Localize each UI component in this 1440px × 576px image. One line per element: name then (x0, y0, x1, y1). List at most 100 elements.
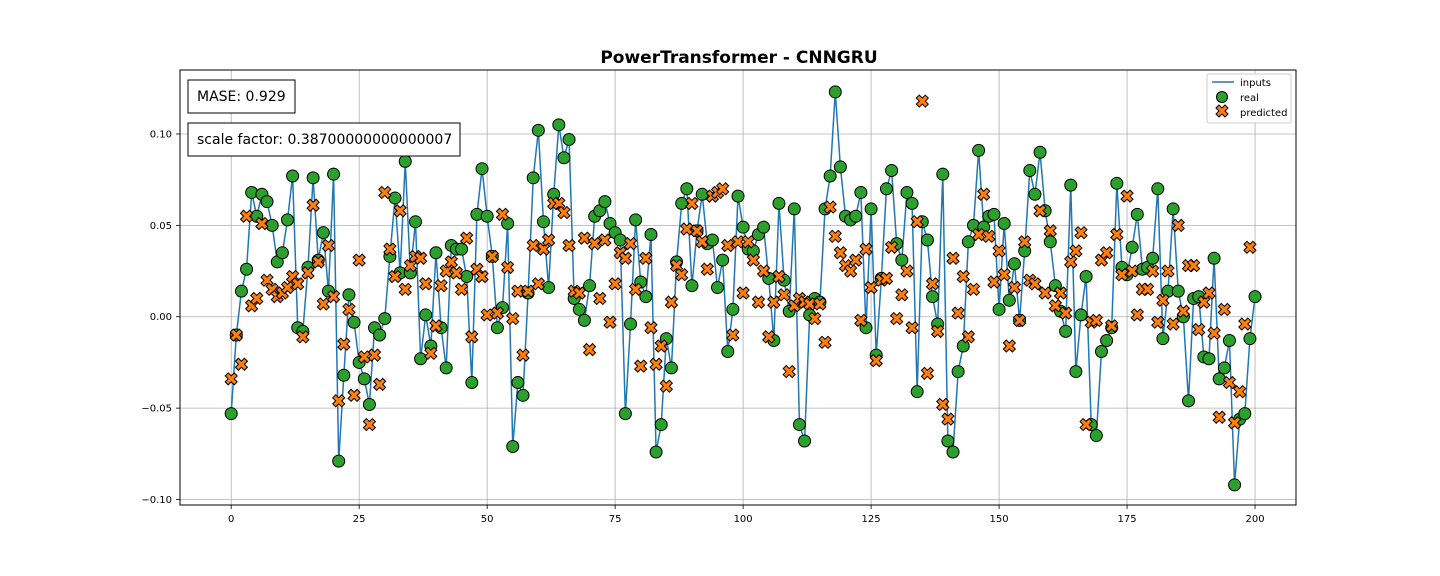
predicted-point (1043, 224, 1057, 238)
real-point (516, 388, 530, 402)
predicted-point (378, 185, 392, 200)
predicted-point (383, 242, 397, 256)
x-tick-label: 175 (1118, 514, 1137, 525)
predicted-point (1058, 306, 1073, 320)
legend-label-inputs: inputs (1240, 78, 1271, 89)
predicted-point (516, 348, 530, 362)
predicted-point (685, 196, 699, 211)
real-point (337, 368, 351, 382)
real-point (787, 202, 801, 216)
predicted-point (1217, 302, 1232, 317)
real-point (234, 284, 248, 298)
real-point (480, 209, 494, 223)
predicted-point (966, 282, 981, 297)
real-point (475, 162, 489, 176)
predicted-point (849, 253, 863, 267)
predicted-point (1053, 286, 1068, 300)
real-point (1146, 251, 1160, 265)
real-point (577, 313, 591, 327)
real-point (1202, 352, 1216, 366)
predicted-point (485, 249, 499, 264)
predicted-point (777, 288, 791, 302)
real-point (1228, 478, 1242, 492)
real-point (972, 143, 986, 157)
predicted-point (331, 394, 346, 408)
real-point (664, 361, 678, 375)
real-point (362, 397, 376, 411)
predicted-point (1038, 286, 1052, 300)
predicted-point (1202, 286, 1216, 300)
predicted-point (454, 282, 469, 297)
predicted-point (925, 277, 940, 291)
real-point (306, 171, 320, 185)
predicted-point (1074, 225, 1088, 240)
predicted-point (393, 204, 407, 218)
predicted-point (736, 286, 750, 300)
predicted-series (224, 94, 1257, 432)
real-point (926, 290, 940, 304)
predicted-point (1161, 264, 1175, 278)
real-point (455, 242, 469, 256)
predicted-point (1212, 410, 1226, 424)
real-point (726, 302, 740, 316)
predicted-point (1176, 304, 1191, 318)
predicted-point (1033, 204, 1047, 218)
predicted-point (1017, 235, 1032, 249)
predicted-point (372, 377, 387, 392)
predicted-point (930, 324, 945, 339)
x-tick-label: 150 (990, 514, 1009, 525)
x-tick-label: 200 (1245, 514, 1264, 525)
predicted-point (224, 372, 238, 386)
predicted-point (1186, 258, 1201, 273)
predicted-point (690, 224, 704, 238)
predicted-point (767, 295, 781, 309)
real-point (956, 339, 970, 353)
real-point (900, 185, 914, 199)
predicted-point (316, 297, 331, 311)
x-tick-label: 50 (481, 514, 494, 525)
real-point (1207, 251, 1221, 265)
predicted-point (715, 182, 730, 196)
real-point (465, 376, 479, 390)
predicted-point (388, 269, 402, 284)
predicted-point (541, 233, 556, 247)
real-point (879, 182, 893, 196)
predicted-point (864, 280, 878, 295)
predicted-point (337, 337, 351, 351)
predicted-point (598, 233, 612, 247)
real-point (347, 315, 361, 329)
predicted-point (403, 258, 418, 273)
predicted-point (413, 251, 428, 265)
predicted-point (465, 330, 479, 344)
predicted-point (813, 297, 827, 311)
real-point (1151, 182, 1165, 196)
real-point (798, 434, 812, 448)
predicted-point (1207, 326, 1221, 340)
predicted-point (296, 330, 310, 344)
plot-frame (179, 69, 1297, 506)
predicted-point (987, 275, 1001, 289)
predicted-point (398, 282, 412, 297)
predicted-point (700, 262, 714, 276)
predicted-point (695, 235, 709, 249)
predicted-point (449, 266, 464, 280)
predicted-point (1064, 255, 1078, 269)
predicted-point (951, 306, 965, 320)
predicted-point (347, 388, 361, 403)
real-point (895, 253, 909, 267)
y-tick-label: −0.05 (141, 404, 172, 415)
predicted-point (1140, 282, 1155, 297)
x-tick-label: 0 (228, 514, 234, 525)
predicted-point (429, 319, 443, 333)
predicted-point (982, 229, 996, 244)
real-point (240, 262, 254, 276)
real-point (1069, 365, 1083, 379)
real-point (275, 246, 289, 260)
real-point (1002, 293, 1016, 307)
predicted-point (444, 255, 459, 269)
predicted-point (1110, 227, 1124, 242)
real-point (572, 302, 586, 316)
predicted-point (1192, 322, 1206, 337)
predicted-point (326, 289, 341, 304)
predicted-point (741, 235, 755, 249)
